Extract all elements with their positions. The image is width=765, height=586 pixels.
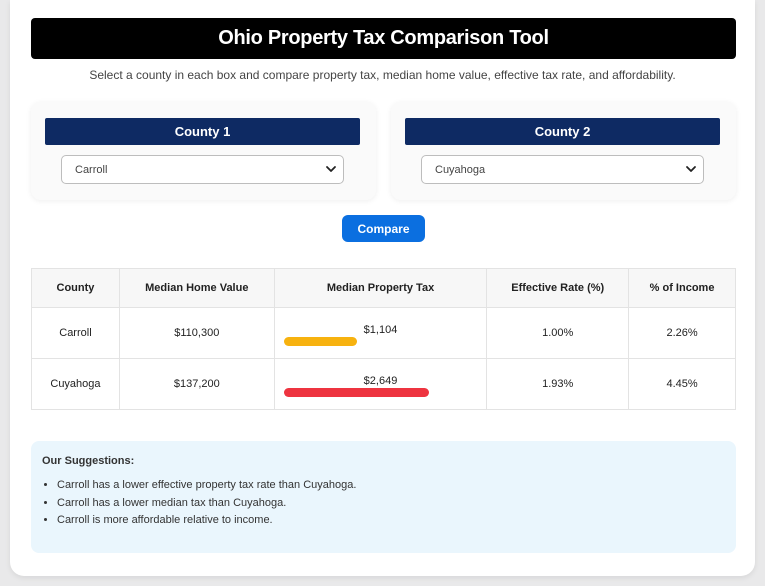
header-pct-income: % of Income: [628, 268, 736, 308]
header-median-home-value: Median Home Value: [118, 268, 275, 308]
county-1-select[interactable]: Carroll: [61, 155, 344, 184]
list-item: Carroll is more affordable relative to i…: [57, 512, 356, 530]
county-1-selected-value: Carroll: [75, 163, 108, 176]
property-tax-value: $1,104: [363, 324, 398, 336]
chevron-down-icon: [686, 166, 696, 172]
header-effective-rate: Effective Rate (%): [486, 268, 630, 308]
suggestions-title: Our Suggestions:: [42, 455, 135, 467]
table-row: Cuyahoga $137,200 $2,649 1.93% 4.45%: [31, 358, 736, 410]
cell-county: Cuyahoga: [31, 358, 120, 410]
property-tax-bar: [283, 337, 357, 346]
cell-pct-income: 2.26%: [628, 307, 736, 359]
property-tax-bar: [283, 388, 429, 397]
suggestions-list: Carroll has a lower effective property t…: [43, 477, 356, 530]
suggestions-panel: Our Suggestions: Carroll has a lower eff…: [31, 441, 736, 553]
county-2-select[interactable]: Cuyahoga: [421, 155, 704, 184]
cell-effective-rate: 1.00%: [486, 307, 630, 359]
header-median-property-tax: Median Property Tax: [273, 268, 488, 308]
cell-effective-rate: 1.93%: [486, 358, 630, 410]
county-1-panel: County 1 Carroll: [31, 102, 376, 200]
property-tax-value: $2,649: [363, 375, 398, 387]
county-2-selected-value: Cuyahoga: [435, 163, 486, 176]
chevron-down-icon: [326, 166, 336, 172]
cell-pct-income: 4.45%: [628, 358, 736, 410]
page-title: Ohio Property Tax Comparison Tool: [31, 18, 736, 59]
page-subtitle: Select a county in each box and compare …: [89, 68, 676, 82]
cell-property-tax: $1,104: [273, 307, 488, 359]
cell-home-value: $137,200: [118, 358, 275, 410]
tool-card: Ohio Property Tax Comparison Tool Select…: [10, 0, 755, 576]
list-item: Carroll has a lower effective property t…: [57, 477, 356, 495]
table-header-row: County Median Home Value Median Property…: [31, 268, 736, 308]
cell-county: Carroll: [31, 307, 120, 359]
county-2-panel: County 2 Cuyahoga: [391, 102, 736, 200]
header-county: County: [31, 268, 120, 308]
list-item: Carroll has a lower median tax than Cuya…: [57, 495, 356, 513]
cell-property-tax: $2,649: [273, 358, 488, 410]
county-2-heading: County 2: [405, 118, 720, 145]
table-row: Carroll $110,300 $1,104 1.00% 2.26%: [31, 307, 736, 359]
county-1-heading: County 1: [45, 118, 360, 145]
comparison-table: County Median Home Value Median Property…: [31, 268, 736, 410]
compare-button[interactable]: Compare: [342, 215, 425, 242]
cell-home-value: $110,300: [118, 307, 275, 359]
